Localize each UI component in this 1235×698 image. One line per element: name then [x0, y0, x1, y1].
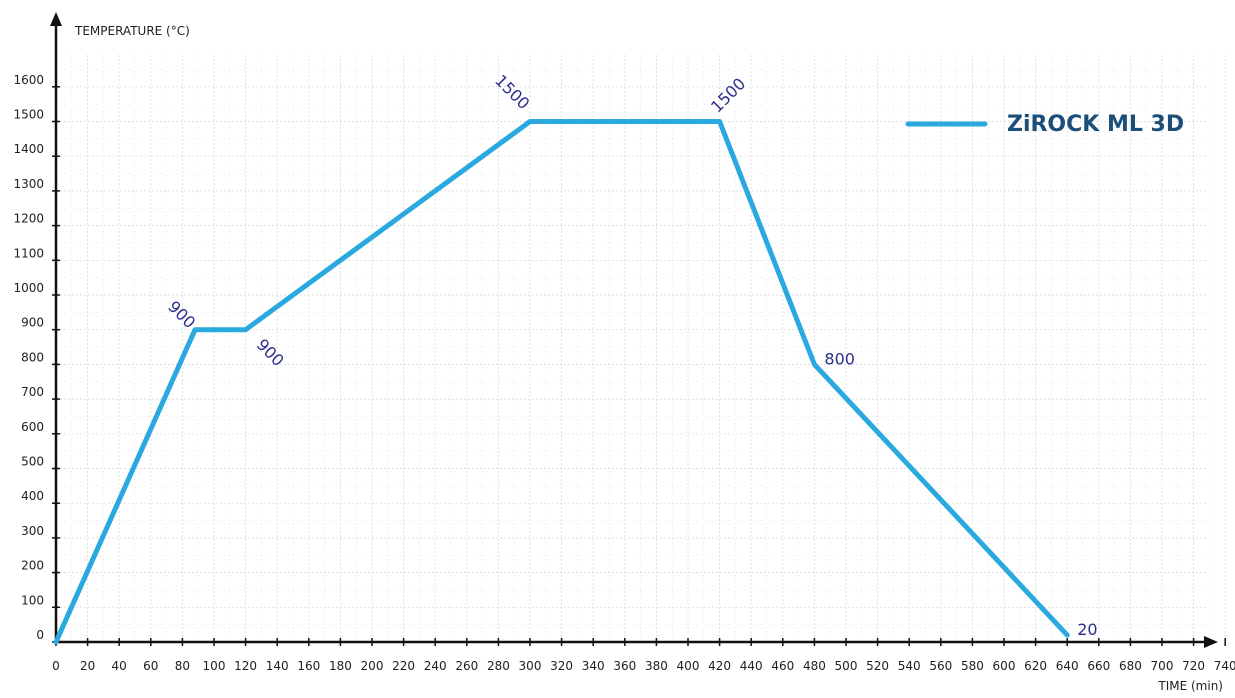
y-tick-label-600: 600 [21, 420, 44, 434]
x-tick-label-140: 140 [266, 659, 289, 673]
x-tick-label-660: 660 [1087, 659, 1110, 673]
data-label-4: 800 [824, 349, 855, 368]
x-tick-label-120: 120 [234, 659, 257, 673]
x-tick-label-340: 340 [582, 659, 605, 673]
x-tick-label-160: 160 [297, 659, 320, 673]
y-tick-label-400: 400 [21, 489, 44, 503]
x-tick-label-280: 280 [487, 659, 510, 673]
x-tick-label-740: 740 [1214, 659, 1235, 673]
data-label-5: 20 [1077, 620, 1097, 639]
x-tick-label-20: 20 [80, 659, 95, 673]
y-tick-label-1000: 1000 [13, 281, 44, 295]
y-tick-label-900: 900 [21, 316, 44, 330]
x-tick-label-40: 40 [112, 659, 127, 673]
x-tick-label-200: 200 [361, 659, 384, 673]
y-axis-title: TEMPERATURE (°C) [74, 24, 190, 38]
x-tick-label-300: 300 [519, 659, 542, 673]
series [53, 119, 1070, 645]
x-tick-label-720: 720 [1182, 659, 1205, 673]
y-tick-label-1500: 1500 [13, 108, 44, 122]
data-label-2: 1500 [491, 71, 533, 113]
y-axis-arrow-icon [50, 12, 62, 26]
y-tick-label-1400: 1400 [13, 142, 44, 156]
x-tick-label-100: 100 [203, 659, 226, 673]
y-tick-label-100: 100 [21, 593, 44, 607]
legend-label: ZiROCK ML 3D [1007, 112, 1184, 137]
x-tick-label-380: 380 [645, 659, 668, 673]
x-tick-label-580: 580 [961, 659, 984, 673]
y-tick-label-800: 800 [21, 350, 44, 364]
x-axis-arrow-icon [1204, 636, 1218, 648]
x-tick-label-560: 560 [929, 659, 952, 673]
x-tick-label-480: 480 [803, 659, 826, 673]
x-tick-label-0: 0 [52, 659, 60, 673]
data-label-3: 1500 [707, 74, 749, 116]
x-tick-label-80: 80 [175, 659, 190, 673]
x-tick-label-520: 520 [866, 659, 889, 673]
data-label-0: 900 [164, 297, 199, 332]
x-tick-label-360: 360 [613, 659, 636, 673]
y-tick-label-700: 700 [21, 385, 44, 399]
y-tick-label-200: 200 [21, 559, 44, 573]
x-axis-title: TIME (min) [1157, 679, 1223, 693]
x-tick-label-220: 220 [392, 659, 415, 673]
grid [56, 55, 1226, 642]
y-tick-label-1600: 1600 [13, 73, 44, 87]
x-tick-label-260: 260 [455, 659, 478, 673]
series-line-0 [53, 119, 1070, 645]
x-tick-label-440: 440 [740, 659, 763, 673]
x-tick-label-540: 540 [898, 659, 921, 673]
x-tick-label-640: 640 [1056, 659, 1079, 673]
y-tick-label-1300: 1300 [13, 177, 44, 191]
x-tick-label-320: 320 [550, 659, 573, 673]
x-tick-label-680: 680 [1119, 659, 1142, 673]
x-tick-label-60: 60 [143, 659, 158, 673]
y-tick-label-500: 500 [21, 455, 44, 469]
x-tick-label-240: 240 [424, 659, 447, 673]
x-tick-label-180: 180 [329, 659, 352, 673]
x-tick-label-400: 400 [677, 659, 700, 673]
x-tick-label-620: 620 [1024, 659, 1047, 673]
x-tick-label-500: 500 [835, 659, 858, 673]
y-tick-label-1100: 1100 [13, 246, 44, 260]
y-tick-label-300: 300 [21, 524, 44, 538]
x-tick-label-420: 420 [708, 659, 731, 673]
legend: ZiROCK ML 3D [905, 112, 1184, 137]
x-tick-label-600: 600 [993, 659, 1016, 673]
y-tick-label-1200: 1200 [13, 212, 44, 226]
x-tick-label-700: 700 [1151, 659, 1174, 673]
y-tick-label-0: 0 [36, 628, 44, 642]
data-label-1: 900 [253, 335, 288, 370]
tick-labels: 0 20 40 60 80 100 120 140 160 180 200 220 240 260 280 3… [13, 73, 1235, 673]
x-tick-label-460: 460 [771, 659, 794, 673]
